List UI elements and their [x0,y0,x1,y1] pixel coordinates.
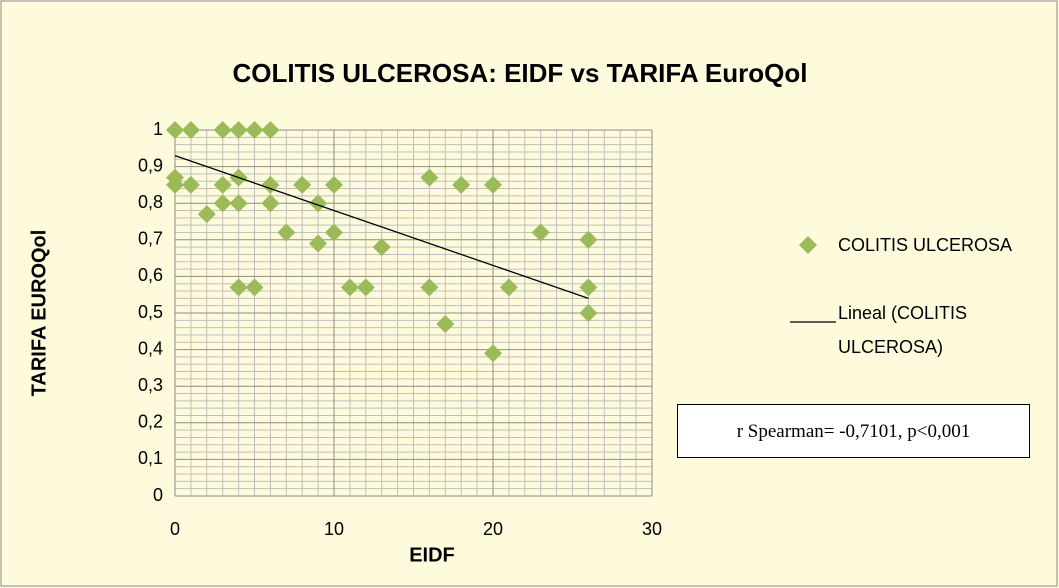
point [229,121,248,139]
point [181,121,200,139]
point [452,175,471,194]
point [261,175,280,194]
point [309,194,328,213]
trend-line [174,155,589,299]
point [309,234,328,253]
annotation: r Spearman= -0,7101, p<0,001 [677,404,1030,458]
y-tick-label: 0,7 [138,229,163,249]
x-tick-label: 20 [483,519,503,539]
point [484,175,502,194]
point [372,238,391,257]
x-tick-label: 30 [642,519,662,539]
y-tick-label: 0,1 [138,448,163,468]
x-axis-label: EIDF [409,544,455,566]
legend-marker [799,236,817,254]
point [499,278,518,297]
y-tick-label: 0,4 [138,338,163,358]
point [245,121,264,139]
y-tick-label: 0,3 [138,375,163,395]
y-tick-label: 0,6 [138,265,163,285]
point [484,344,502,363]
y-tick-label: 0,9 [138,155,163,175]
point [579,230,598,249]
x-tick-label: 0 [170,519,180,539]
point [213,175,232,194]
point [340,278,359,297]
legend-label: Lineal (COLITIS ULCEROSA) [838,303,968,357]
point [436,314,455,333]
y-tick-label: 0,5 [138,302,163,322]
point [213,194,232,213]
point [531,223,550,242]
point [197,205,216,224]
point [420,168,439,187]
point [261,121,280,139]
point [356,278,375,297]
point [277,223,296,242]
point [261,194,280,213]
point [325,175,343,194]
point [181,175,200,194]
chart-title: COLITIS ULCEROSA: EIDF vs TARIFA EuroQol [233,58,808,88]
y-axis-label: TARIFA EUROQol [28,230,50,397]
legend-label: COLITIS ULCEROSA [838,235,1013,255]
y-tick-label: 0,8 [138,192,163,212]
y-tick-label: 0,2 [138,412,163,432]
x-tick-label: 10 [324,519,344,539]
y-tick-label: 1 [153,119,163,139]
point [325,223,343,242]
y-tick-label: 0 [153,485,163,505]
point [229,278,248,297]
point [229,194,248,213]
point [166,121,184,139]
point [579,304,598,322]
point [579,278,598,297]
point [420,278,439,297]
point [245,278,264,297]
point [166,175,184,194]
point [213,121,232,139]
point [293,175,312,194]
